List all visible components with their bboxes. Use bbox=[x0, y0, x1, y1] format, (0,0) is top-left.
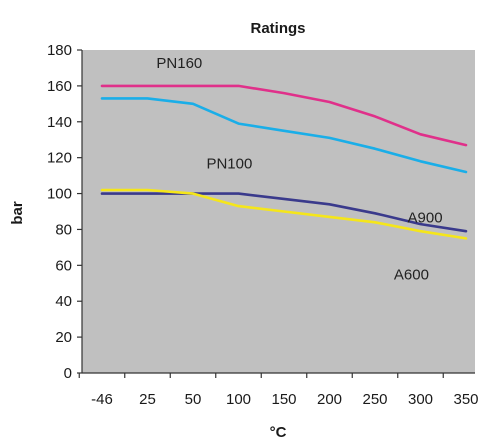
series-line-pn100 bbox=[100, 192, 468, 233]
x-axis-label: °C bbox=[270, 424, 287, 441]
series-label-pn160: PN160 bbox=[156, 55, 202, 72]
x-tick-label: -46 bbox=[91, 391, 113, 408]
y-tick-label: 100 bbox=[47, 186, 72, 203]
y-tick-label: 180 bbox=[47, 42, 72, 59]
y-tick-label: 160 bbox=[47, 78, 72, 95]
y-tick-label: 80 bbox=[55, 221, 72, 238]
series-layer bbox=[100, 84, 468, 240]
x-tick-label: 200 bbox=[317, 391, 342, 408]
series-label-a600: A600 bbox=[394, 266, 429, 283]
series-line-a900 bbox=[100, 97, 468, 174]
chart-title: Ratings bbox=[250, 20, 305, 37]
series-label-a900: A900 bbox=[408, 209, 443, 226]
y-axis-label: bar bbox=[9, 201, 26, 225]
y-axis-ticks: 0 20 40 60 80 100 120 140 160 180 bbox=[47, 42, 82, 382]
x-axis-ticks: -46 25 50 100 150 200 250 300 350 bbox=[78, 373, 479, 408]
y-tick-label: 40 bbox=[55, 293, 72, 310]
series-line-pn160 bbox=[100, 84, 468, 147]
x-tick-label: 150 bbox=[271, 391, 296, 408]
y-tick-label: 140 bbox=[47, 114, 72, 131]
x-tick-label: 250 bbox=[362, 391, 387, 408]
y-tick-label: 20 bbox=[55, 329, 72, 346]
y-tick-label: 0 bbox=[64, 365, 72, 382]
y-tick-label: 60 bbox=[55, 257, 72, 274]
x-tick-label: 350 bbox=[453, 391, 478, 408]
series-label-pn100: PN100 bbox=[206, 156, 252, 173]
series-line-a600 bbox=[100, 188, 468, 240]
x-tick-label: 50 bbox=[185, 391, 202, 408]
series-labels: PN160 A900 PN100 A600 bbox=[156, 55, 442, 284]
x-tick-label: 300 bbox=[408, 391, 433, 408]
x-tick-label: 100 bbox=[226, 391, 251, 408]
x-tick-label: 25 bbox=[139, 391, 156, 408]
y-tick-label: 120 bbox=[47, 150, 72, 167]
